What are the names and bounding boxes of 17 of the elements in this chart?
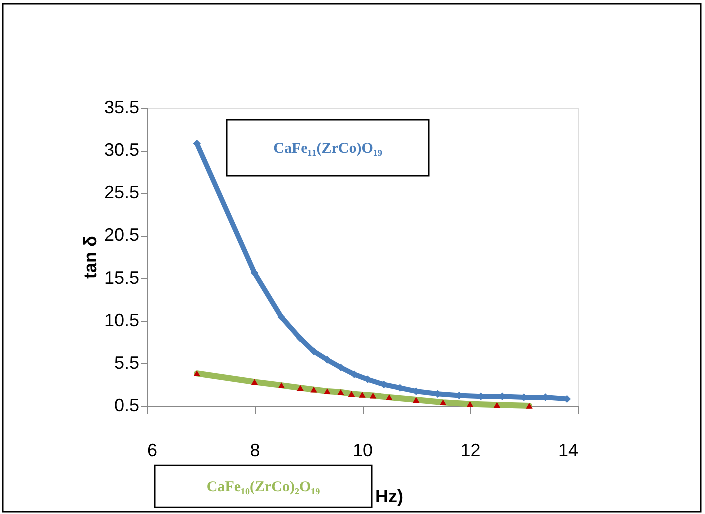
x-tick-label: 10 <box>352 440 374 460</box>
y-tick-label: 25.5 <box>104 182 140 203</box>
y-axis-title: tan δ <box>80 236 100 279</box>
y-tick-label: 35.5 <box>104 98 140 118</box>
y-tick-label: 30.5 <box>104 140 140 160</box>
y-tick-label: 0.5 <box>114 396 140 416</box>
x-tick-label: 12 <box>460 440 481 460</box>
y-tick-label: 15.5 <box>104 268 140 288</box>
y-tick-label: 20.5 <box>104 225 140 246</box>
x-axis-title: Hz) <box>376 486 404 506</box>
y-tick-label: 10.5 <box>104 310 140 330</box>
x-tick-label: 6 <box>148 440 158 460</box>
text: CaFe₁₁(ZrCo)O₁₉ <box>274 141 383 157</box>
text: CaFe₁₀(ZrCo)₂O₁₉ <box>206 480 321 496</box>
y-tick-label: 5.5 <box>114 352 140 373</box>
x-tick-label: 8 <box>250 440 260 460</box>
x-tick-label: 14 <box>558 440 578 460</box>
